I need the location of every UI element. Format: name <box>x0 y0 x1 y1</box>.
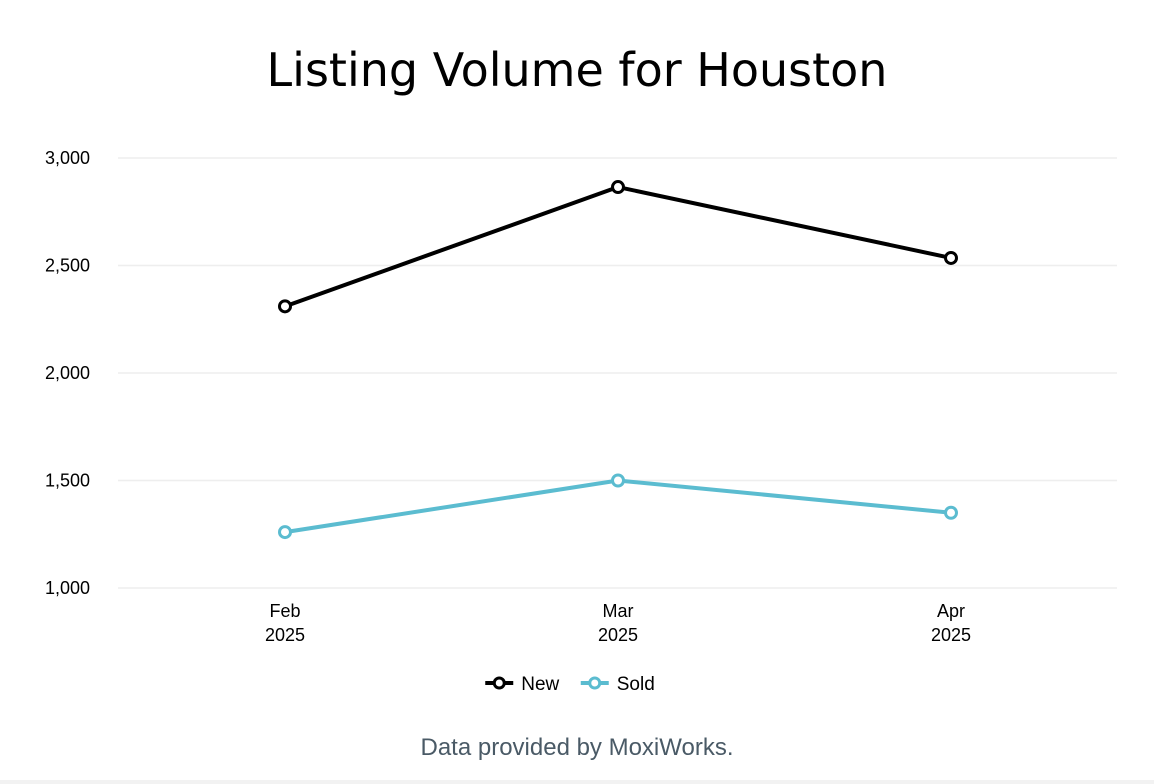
legend-swatch-marker <box>588 676 602 690</box>
y-tick-label: 3,000 <box>45 148 90 168</box>
legend-swatch-marker <box>492 676 506 690</box>
x-tick-label: Apr 2025 <box>931 601 971 645</box>
chart-title: Listing Volume for Houston <box>267 43 888 97</box>
series-lines <box>278 180 958 540</box>
series-line-new <box>284 185 952 309</box>
bottom-divider <box>0 780 1154 784</box>
data-point-sold[interactable] <box>944 505 958 520</box>
data-point-sold[interactable] <box>611 473 625 488</box>
data-point-new[interactable] <box>944 250 958 265</box>
data-point-new[interactable] <box>278 299 292 314</box>
y-tick-label: 1,500 <box>45 471 90 491</box>
legend-label-new[interactable]: New <box>521 674 559 695</box>
x-tick-label: Mar 2025 <box>598 601 638 645</box>
y-axis-ticks: 1,000 1,500 2,000 2,500 3,000 <box>45 148 90 598</box>
legend-label-sold[interactable]: Sold <box>617 674 655 695</box>
legend: New Sold <box>485 674 655 695</box>
x-tick-label: Feb 2025 <box>265 601 305 645</box>
y-tick-label: 2,500 <box>45 256 90 276</box>
line-chart: Listing Volume for Houston 1,000 1,500 2,0… <box>45 43 1117 695</box>
series-line-sold <box>284 478 952 535</box>
y-tick-label: 1,000 <box>45 578 90 598</box>
data-point-new[interactable] <box>611 180 625 195</box>
gridlines <box>118 157 1117 589</box>
data-source-note: Data provided by MoxiWorks. <box>420 734 734 761</box>
data-point-sold[interactable] <box>278 525 292 540</box>
y-tick-label: 2,000 <box>45 363 90 383</box>
x-axis-ticks: Feb 2025 Mar 2025 Apr 2025 <box>265 601 971 645</box>
